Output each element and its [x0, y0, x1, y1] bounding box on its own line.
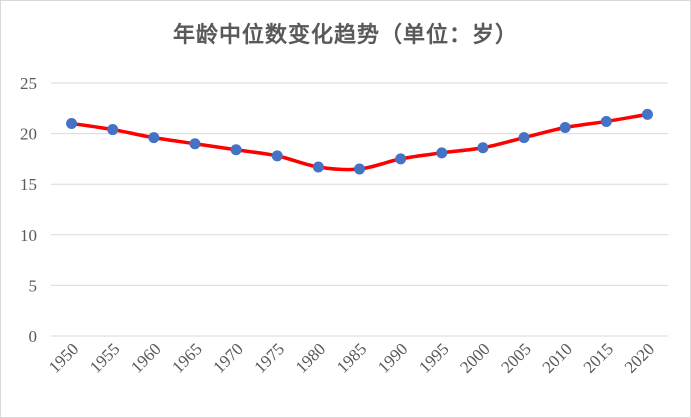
y-tick-label: 25 [20, 74, 37, 93]
data-point [354, 163, 365, 175]
data-point [148, 132, 160, 144]
x-tick-label: 2005 [497, 339, 534, 376]
series-line [69, 112, 650, 172]
x-tick-label: 1975 [251, 339, 288, 376]
x-tick-label: 2000 [456, 339, 493, 376]
x-tick-label: 1995 [415, 339, 452, 376]
x-tick-label: 2010 [539, 339, 576, 376]
x-tick-label: 1985 [333, 339, 370, 376]
x-tick-label: 1950 [45, 339, 82, 376]
y-tick-label: 10 [20, 226, 37, 245]
x-tick-label: 1960 [127, 339, 164, 376]
x-tick-label: 1980 [292, 339, 329, 376]
data-point [518, 132, 530, 144]
x-tick-label: 1990 [374, 339, 411, 376]
data-point [66, 117, 78, 129]
data-markers [66, 108, 653, 175]
data-point [600, 115, 612, 127]
gridlines [51, 82, 668, 337]
data-point [395, 153, 407, 165]
data-point [271, 150, 283, 162]
data-point [189, 138, 201, 150]
y-tick-label: 0 [29, 327, 38, 346]
y-tick-label: 20 [20, 125, 37, 144]
data-point [559, 122, 571, 134]
data-point [107, 124, 119, 136]
x-tick-label: 2015 [580, 339, 617, 376]
y-tick-label: 5 [29, 276, 38, 295]
data-point [436, 147, 448, 159]
data-point [641, 108, 653, 120]
x-tick-label: 1965 [168, 339, 205, 376]
data-point [312, 161, 324, 173]
data-point [230, 144, 242, 156]
data-point [477, 142, 489, 154]
x-axis-tick-labels: 1950 1955 1960 1965 1970 1975 1980 1985 1990 1995… [45, 339, 658, 376]
x-tick-label: 1970 [209, 339, 246, 376]
x-tick-label: 2020 [621, 339, 658, 376]
chart-title: 年龄中位数变化趋势（单位：岁） [172, 22, 518, 48]
y-tick-label: 15 [20, 175, 37, 194]
y-axis-tick-labels: 0 5 10 15 20 25 [20, 74, 37, 346]
x-tick-label: 1955 [86, 339, 123, 376]
